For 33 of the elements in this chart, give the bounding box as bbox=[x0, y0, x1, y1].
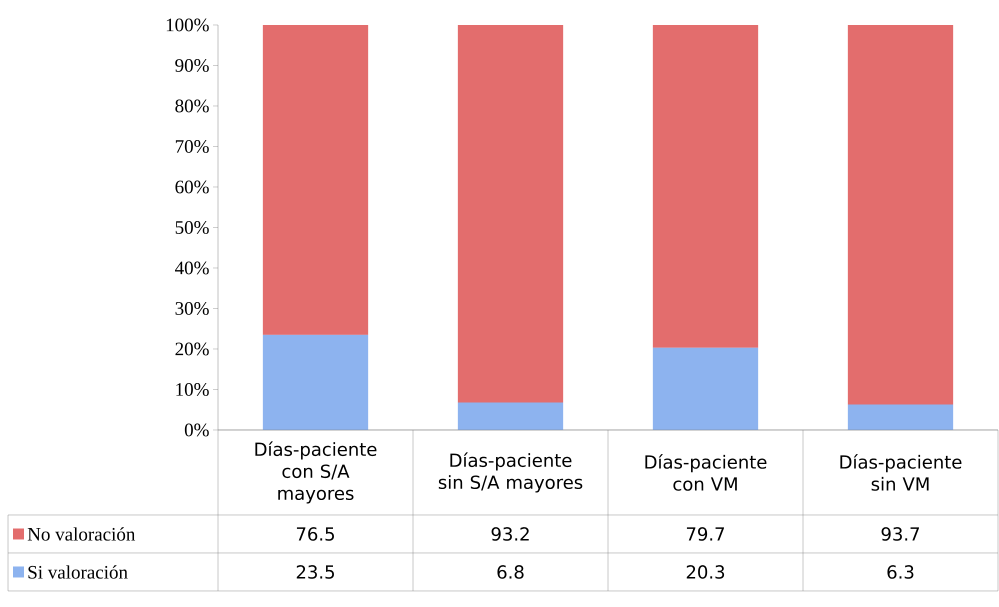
y-tick-label: 20% bbox=[175, 342, 209, 356]
x-tick-label: Días-paciente con S/A mayores bbox=[255, 441, 376, 504]
y-tick-label: 0% bbox=[184, 424, 209, 436]
y-tick-label: 70% bbox=[176, 140, 209, 153]
bar bbox=[458, 24, 564, 402]
y-tick-label: 10% bbox=[176, 383, 209, 396]
data-label: 93.7 bbox=[882, 527, 919, 541]
bar bbox=[262, 334, 368, 430]
data-label: 76.5 bbox=[296, 527, 334, 541]
y-tick-label: 30% bbox=[176, 302, 209, 315]
data-label: 79.7 bbox=[686, 527, 724, 541]
bar bbox=[262, 24, 368, 335]
bar bbox=[458, 402, 564, 430]
y-tick-label: 100% bbox=[166, 18, 209, 32]
bar bbox=[652, 348, 758, 430]
y-tick-label: 80% bbox=[175, 100, 209, 112]
x-tick-label: Días-paciente con VM bbox=[645, 454, 766, 491]
y-tick-label: 50% bbox=[176, 221, 209, 234]
legend-label: Si valoración bbox=[28, 565, 128, 579]
y-tick-label: 90% bbox=[175, 59, 209, 72]
data-label: 6.3 bbox=[887, 565, 914, 579]
data-label: 23.5 bbox=[296, 565, 334, 579]
legend-label: No valoración bbox=[28, 527, 136, 541]
data-label: 20.3 bbox=[686, 565, 724, 579]
x-tick-label: Días-paciente sin S/A mayores bbox=[438, 452, 582, 493]
x-tick-label: Días-paciente sin VM bbox=[840, 454, 962, 491]
bar bbox=[652, 24, 758, 348]
y-tick-label: 60% bbox=[175, 180, 209, 194]
bar bbox=[848, 24, 954, 404]
data-label: 93.2 bbox=[492, 527, 529, 541]
bar bbox=[848, 404, 954, 430]
data-label: 6.8 bbox=[497, 565, 524, 579]
y-tick-label: 40% bbox=[175, 262, 209, 274]
